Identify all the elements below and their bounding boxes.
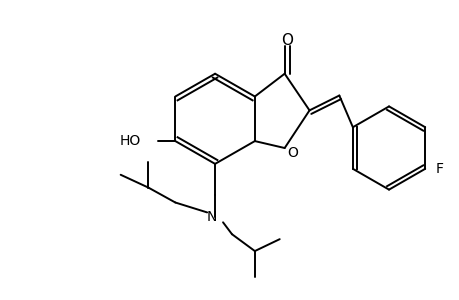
Text: O: O (280, 32, 292, 47)
Text: O: O (286, 146, 297, 160)
Text: HO: HO (119, 134, 140, 148)
Text: N: N (207, 210, 217, 224)
Text: F: F (434, 162, 442, 176)
